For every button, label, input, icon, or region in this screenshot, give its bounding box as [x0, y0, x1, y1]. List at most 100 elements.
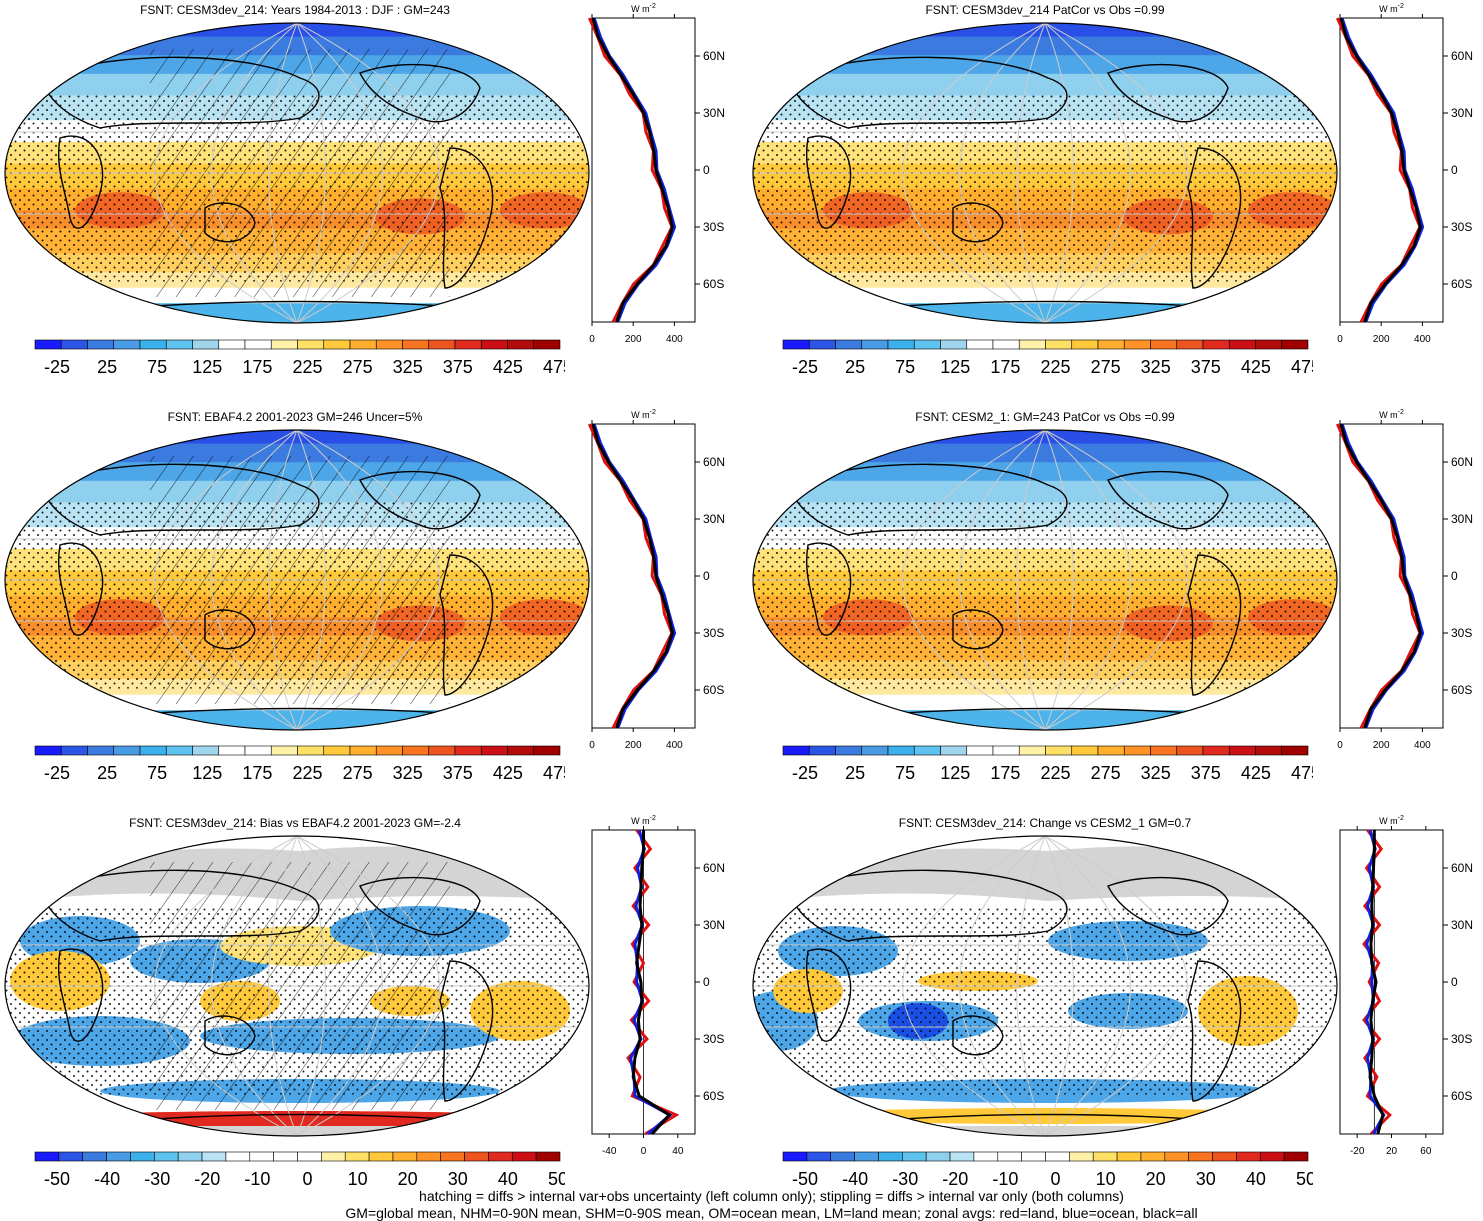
graticule — [5, 23, 589, 323]
all-line — [1339, 423, 1422, 729]
colorbar-swatch — [440, 1151, 465, 1162]
zonal-units: W m-2 — [1379, 409, 1404, 420]
colorbar-swatch — [177, 1151, 203, 1162]
lat-tick-label: 30N — [703, 512, 725, 526]
colorbar-tick-label: 225 — [292, 763, 322, 783]
colorbar-tick-label: 225 — [1040, 357, 1070, 377]
colorbar-swatch — [1176, 339, 1204, 350]
panel-title-3: FSNT: EBAF4.2 2001-2023 GM=246 Uncer=5% — [167, 410, 423, 424]
colorbar-tick-label: 175 — [990, 357, 1020, 377]
colorbar-swatch — [113, 339, 141, 350]
map-panel-2 — [752, 22, 1338, 324]
lat-tick-label: 30S — [1451, 220, 1472, 234]
colorbar-tick-label: 175 — [242, 763, 272, 783]
colorbar-swatch — [218, 339, 246, 350]
colorbar-tick-label: 25 — [97, 763, 117, 783]
colorbar-tick-label: 0 — [1050, 1169, 1060, 1189]
x-tick-label: 20 — [1386, 1146, 1398, 1157]
colorbar-swatch — [454, 339, 482, 350]
panel-title-4: FSNT: CESM2_1: GM=243 PatCor vs Obs =0.9… — [915, 410, 1175, 424]
colorbar-tick-label: 10 — [1096, 1169, 1116, 1189]
graticule — [5, 430, 589, 730]
colorbar-swatch — [244, 745, 272, 756]
footer-line-2: GM=global mean, NHM=0-90N mean, SHM=0-90… — [345, 1205, 1198, 1221]
colorbar-swatch — [913, 339, 941, 350]
x-tick-label: 400 — [1414, 334, 1431, 345]
colorbar-swatch — [533, 339, 561, 350]
colorbar-tick-label: 325 — [393, 357, 423, 377]
colorbar-swatch — [165, 745, 193, 756]
colorbar-swatch — [464, 1151, 489, 1162]
lat-tick-label: 0 — [703, 163, 710, 177]
colorbar-swatch — [940, 745, 968, 756]
colorbar-swatch — [992, 339, 1020, 350]
map-panel-1 — [4, 22, 590, 324]
colorbar-swatch — [806, 1151, 832, 1162]
colorbar-tick-label: 475 — [1291, 763, 1313, 783]
colorbar-swatch — [1202, 339, 1230, 350]
colorbar-swatch — [1092, 1151, 1118, 1162]
colorbar-tick-label: -25 — [44, 357, 70, 377]
colorbar-tick-label: 475 — [543, 763, 565, 783]
colorbar-swatch — [1071, 745, 1099, 756]
zonal-plot-5: W m-2 60N 30N 0 30S 60S -40 0 40 — [591, 815, 725, 1157]
zonal-units: W m-2 — [631, 3, 656, 14]
colorbar-swatch — [782, 1151, 808, 1162]
colorbar-swatch — [830, 1151, 855, 1162]
colorbar-swatch — [949, 1151, 975, 1162]
colorbar-swatch — [1021, 1151, 1046, 1162]
map-frame — [752, 835, 1338, 1137]
colorbar-swatch — [854, 1151, 879, 1162]
lat-tick-label: 30S — [703, 626, 724, 640]
colorbar-tick-label: -20 — [194, 1169, 220, 1189]
land-line — [626, 829, 680, 1136]
colorbar-swatch — [507, 745, 535, 756]
colorbar-tick-label: 125 — [192, 763, 222, 783]
zonal-units: W m-2 — [631, 409, 656, 420]
lat-tick-label: 30S — [703, 220, 724, 234]
colorbar-swatch — [997, 1151, 1022, 1162]
colorbar-swatch — [402, 339, 430, 350]
colorbar-swatch — [297, 339, 325, 350]
all-line — [631, 830, 672, 1136]
colorbar-swatch — [249, 1151, 274, 1162]
colorbar-swatch — [60, 745, 88, 756]
colorbar-swatch — [218, 745, 246, 756]
colorbar-tick-label: 325 — [1141, 357, 1171, 377]
colorbar-tick-label: 20 — [1146, 1169, 1166, 1189]
colorbar-swatch — [34, 1151, 60, 1162]
lat-tick-label: 60S — [703, 277, 724, 291]
panel-title-6: FSNT: CESM3dev_214: Change vs CESM2_1 GM… — [898, 816, 1192, 830]
colorbar-tick-label: -10 — [244, 1169, 270, 1189]
lat-tick-label: 0 — [703, 975, 710, 989]
colorbar-3: -25 25 75 125 175 225 275 325 375 425 475 — [34, 745, 565, 783]
colorbar-tick-label: 75 — [895, 357, 915, 377]
colorbar-6: -50 -40 -30 -20 -10 0 10 20 30 40 50 — [782, 1151, 1313, 1189]
all-line — [591, 423, 674, 729]
colorbar-swatch — [402, 745, 430, 756]
colorbar-tick-label: -40 — [94, 1169, 120, 1189]
map-frame — [752, 22, 1338, 324]
lat-tick-label: 60S — [1451, 683, 1472, 697]
colorbar-swatch — [1176, 745, 1204, 756]
colorbar-tick-label: 425 — [493, 357, 523, 377]
colorbar-swatch — [913, 745, 941, 756]
map-panel-4 — [752, 429, 1338, 731]
colorbar-tick-label: 50 — [1296, 1169, 1313, 1189]
colorbar-tick-label: 25 — [97, 357, 117, 377]
colorbar-swatch — [1188, 1151, 1213, 1162]
colorbar-swatch — [887, 339, 915, 350]
colorbar-swatch — [270, 745, 298, 756]
colorbar-swatch — [201, 1151, 227, 1162]
colorbar-tick-label: 275 — [343, 357, 373, 377]
colorbar-tick-label: -30 — [892, 1169, 918, 1189]
colorbar-tick-label: -40 — [842, 1169, 868, 1189]
lat-tick-label: 60S — [1451, 1089, 1472, 1103]
lat-tick-label: 60S — [703, 1089, 724, 1103]
lat-tick-label: 60N — [1451, 455, 1473, 469]
colorbar-tick-label: 25 — [845, 763, 865, 783]
colorbar-4: -25 25 75 125 175 225 275 325 375 425 475 — [782, 745, 1313, 783]
map-field — [5, 23, 589, 323]
x-tick-label: 200 — [625, 740, 642, 751]
colorbar-swatch — [966, 339, 994, 350]
